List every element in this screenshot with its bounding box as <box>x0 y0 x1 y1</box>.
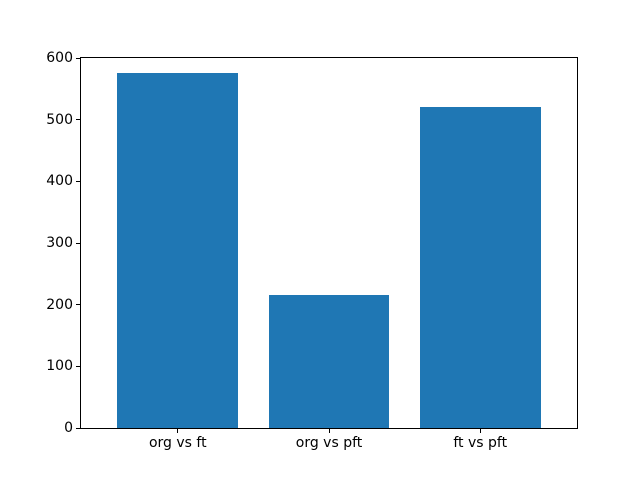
y-tick-mark <box>76 365 80 367</box>
y-tick-mark <box>76 304 80 306</box>
plot-area: 0 100 200 300 400 500 600 org vs ft org vs pft ft… <box>46 51 578 450</box>
y-tick-label: 200 <box>46 296 73 313</box>
y-tick-label: 400 <box>46 173 73 190</box>
bar-org-vs-pft <box>268 295 390 428</box>
x-tick-mark <box>479 429 481 433</box>
y-tick-label: 600 <box>46 50 73 66</box>
x-tick-label: org vs pft <box>295 435 363 451</box>
x-tick-mark <box>177 429 179 433</box>
y-tick-label: 100 <box>46 358 73 375</box>
x-tick-label: ft vs pft <box>453 435 508 451</box>
y-tick-mark <box>76 180 80 182</box>
bar-org-vs-ft <box>117 73 239 428</box>
x-tick-label: org vs ft <box>148 435 207 451</box>
y-tick-label: 500 <box>46 111 73 128</box>
y-tick-mark <box>76 119 80 121</box>
y-tick-mark <box>76 427 80 429</box>
y-tick-mark <box>76 242 80 244</box>
y-tick-mark <box>76 57 80 59</box>
bar-ft-vs-pft <box>419 106 541 428</box>
y-tick-label: 300 <box>46 235 73 251</box>
x-tick-mark <box>328 429 330 433</box>
y-tick-label: 0 <box>64 420 73 436</box>
